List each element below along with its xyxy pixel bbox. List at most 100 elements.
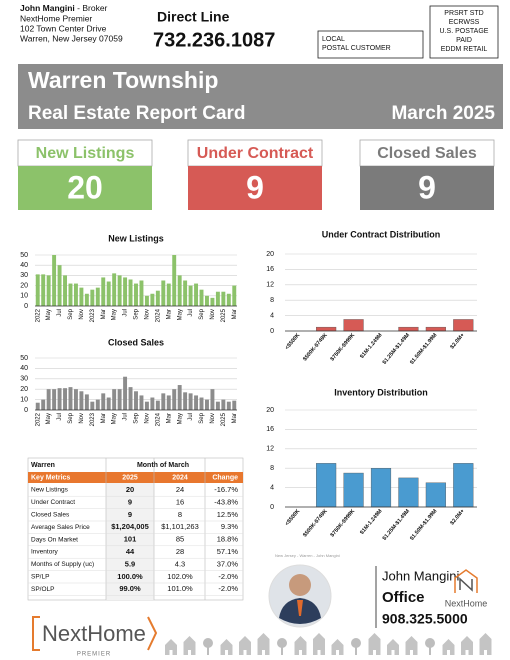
bar — [161, 393, 166, 410]
x-tick-label: May — [46, 309, 52, 320]
bar — [425, 326, 446, 332]
bar — [68, 387, 73, 410]
chart-title: Inventory Distribution — [334, 387, 428, 397]
house-icon — [331, 639, 344, 655]
bar — [232, 400, 237, 410]
card-value: 9 — [418, 169, 436, 205]
bar — [199, 397, 204, 410]
x-tick-label: Jul — [123, 309, 129, 317]
y-tick-label: 0 — [270, 328, 274, 335]
bar — [370, 468, 392, 508]
y-tick-label: 16 — [266, 426, 274, 433]
table-cell: $1,204,005 — [111, 522, 149, 531]
bar — [128, 279, 133, 306]
table-cell: 101 — [124, 535, 137, 544]
table-cell: 85 — [176, 535, 184, 544]
x-tick-label: 2025 — [221, 412, 227, 426]
y-tick-label: 0 — [24, 303, 28, 310]
y-tick-label: 4 — [270, 484, 274, 491]
bar — [177, 385, 182, 410]
chart-title: Under Contract Distribution — [322, 229, 441, 239]
banner — [18, 64, 503, 129]
postage-line: U.S. POSTAGE — [440, 28, 489, 35]
bar — [453, 463, 474, 508]
bar — [35, 402, 40, 410]
house-icon — [294, 636, 307, 655]
x-tick-label: 2023 — [90, 412, 96, 426]
bar — [398, 477, 419, 508]
banner-town: Warren Township — [28, 67, 218, 93]
table-cell: Under Contract — [31, 499, 75, 506]
bar — [166, 395, 171, 410]
bar — [194, 395, 199, 410]
x-tick-label: May — [46, 413, 52, 424]
house-door — [243, 650, 247, 655]
agent-brand: NextHome — [445, 598, 488, 608]
x-tick-label: 2024 — [155, 412, 161, 426]
y-tick-label: 8 — [270, 297, 274, 304]
bar — [150, 397, 155, 410]
bar — [35, 274, 40, 306]
table-cell: 102.0% — [167, 572, 193, 581]
x-tick-label: 2023 — [90, 308, 96, 322]
table-cell: 8 — [178, 510, 182, 519]
x-tick-label: Jul — [188, 413, 194, 421]
y-tick-label: 30 — [20, 376, 28, 383]
table-cell: 99.0% — [119, 584, 141, 593]
banner-subtitle: Real Estate Report Card — [28, 103, 246, 124]
tree-icon — [277, 638, 287, 648]
bar — [134, 283, 138, 306]
y-tick-label: 20 — [20, 282, 28, 289]
table-cell: 28 — [176, 547, 184, 556]
bar — [57, 388, 62, 410]
house-door — [169, 650, 173, 655]
bar — [63, 388, 67, 410]
bar — [316, 463, 337, 508]
house-icon — [387, 639, 399, 655]
table-cell: -16.7% — [214, 485, 238, 494]
recipient-line: POSTAL CUSTOMER — [322, 45, 391, 52]
bar — [183, 392, 188, 410]
card-value-box — [360, 166, 494, 210]
bar — [52, 389, 57, 410]
y-tick-label: 16 — [266, 266, 274, 273]
agent-photo-tie — [297, 600, 303, 616]
house-door — [299, 650, 302, 655]
x-tick-label: Sep — [134, 412, 140, 423]
footer-brand: NextHome — [42, 621, 146, 646]
x-tick-label: Nov — [210, 309, 216, 320]
x-tick-label: Jul — [57, 309, 63, 317]
x-tick-label: 2024 — [155, 308, 161, 322]
bar — [101, 393, 106, 410]
table-header-cell: 2024 — [172, 474, 188, 481]
brand-logo-n — [459, 577, 473, 592]
bar — [210, 297, 215, 306]
house-icon — [257, 633, 270, 655]
x-tick-label: Mar — [232, 309, 238, 319]
bar — [95, 399, 100, 410]
card-label-box — [359, 139, 495, 167]
x-tick-label: Nov — [144, 413, 150, 424]
x-tick-label: Mar — [101, 413, 107, 423]
bar — [68, 283, 73, 306]
bar — [453, 319, 474, 332]
table-cell: SP/LP — [31, 574, 49, 581]
tree-icon — [425, 638, 435, 648]
bar — [46, 275, 51, 306]
y-tick-label: 10 — [20, 396, 28, 403]
table-cell: Average Sales Price — [31, 524, 90, 531]
brand-logo-house — [454, 569, 478, 593]
postage-line: PAID — [456, 37, 472, 44]
chart-title: New Listings — [108, 233, 164, 243]
bar — [172, 389, 177, 410]
bar — [343, 472, 364, 508]
bar — [90, 289, 95, 306]
bar — [123, 376, 128, 410]
table-cell: 12.5% — [217, 510, 239, 519]
x-tick-label: Nov — [144, 309, 150, 320]
bar — [232, 285, 237, 306]
house-door — [465, 650, 469, 655]
bar — [101, 277, 106, 306]
footer-sub: PREMIER — [77, 652, 111, 658]
